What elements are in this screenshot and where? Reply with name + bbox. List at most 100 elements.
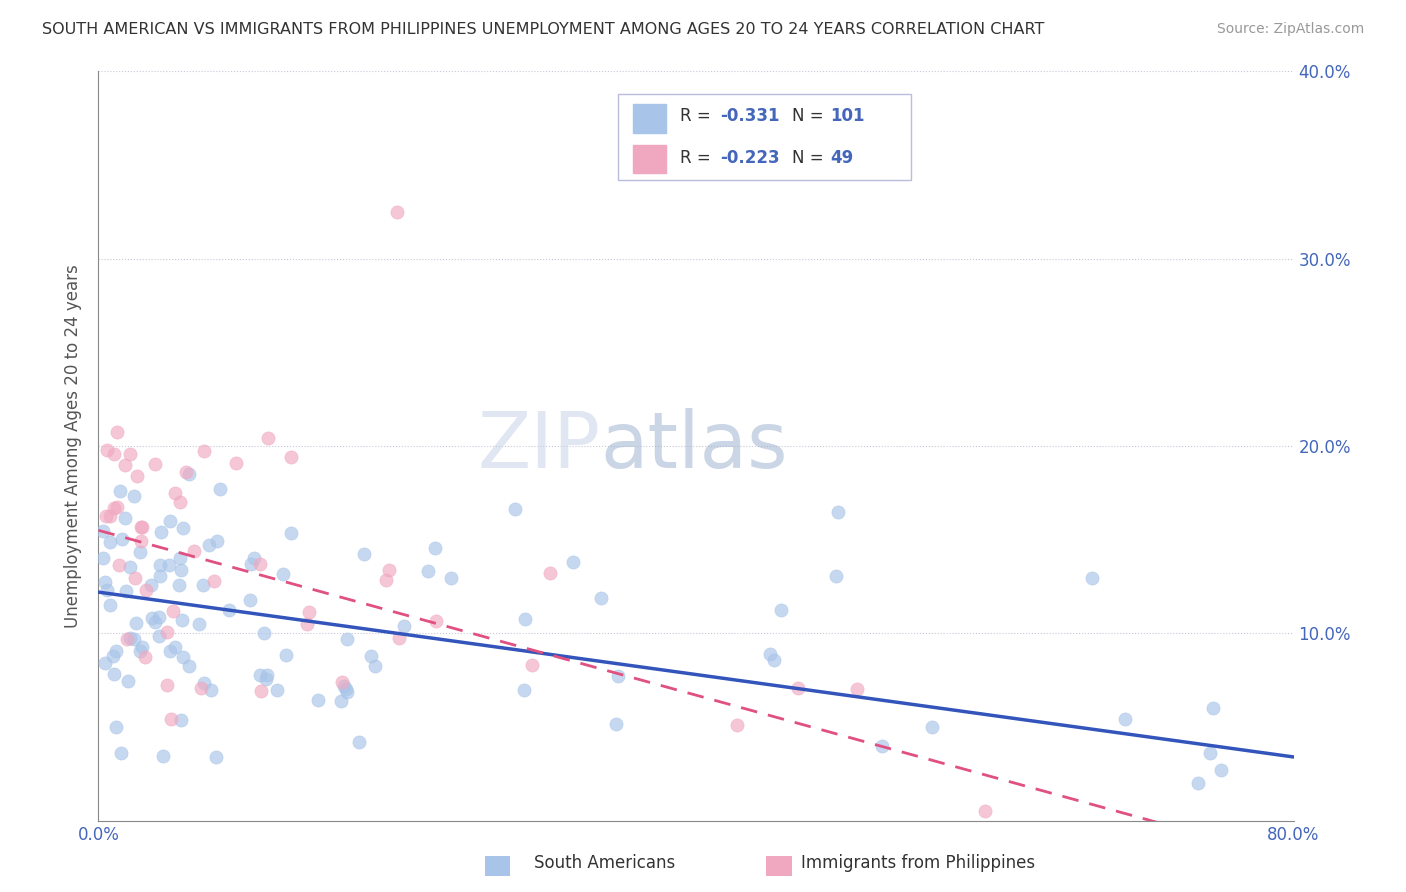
Point <box>143 615 166 629</box>
Point <box>329 693 352 707</box>
Point <box>131 520 153 534</box>
Point <box>336 632 359 647</box>
Point <box>172 521 194 535</box>
Point <box>103 666 125 681</box>
Point <box>589 591 612 605</box>
Point <box>162 604 184 618</box>
Point <box>335 682 357 697</box>
Point <box>149 569 172 583</box>
Point <box>165 485 187 500</box>
Point <box>538 566 561 580</box>
Point <box>114 458 136 473</box>
Point <box>120 631 142 645</box>
Point <box>190 681 212 696</box>
Point <box>204 750 226 764</box>
Point <box>193 675 215 690</box>
Point <box>148 610 170 624</box>
Text: Immigrants from Philippines: Immigrants from Philippines <box>801 855 1036 872</box>
Point <box>174 465 197 479</box>
Point <box>172 613 194 627</box>
Bar <box>633 104 666 133</box>
Text: ZIP: ZIP <box>478 408 600 484</box>
Text: South Americans: South Americans <box>534 855 675 872</box>
Point <box>423 541 446 556</box>
Point <box>120 447 142 461</box>
Point <box>205 533 228 548</box>
Point <box>763 653 786 667</box>
Point <box>149 525 172 540</box>
Point <box>1081 572 1104 586</box>
Text: SOUTH AMERICAN VS IMMIGRANTS FROM PHILIPPINES UNEMPLOYMENT AMONG AGES 20 TO 24 Y: SOUTH AMERICAN VS IMMIGRANTS FROM PHILIP… <box>42 22 1045 37</box>
Point <box>758 647 780 661</box>
Point <box>330 675 353 690</box>
Point <box>156 624 179 639</box>
Point <box>1211 764 1233 778</box>
Point <box>336 685 359 699</box>
Point <box>177 659 200 673</box>
Point <box>159 514 181 528</box>
Point <box>295 616 318 631</box>
Point <box>418 565 440 579</box>
Point <box>131 520 153 534</box>
Point <box>266 683 288 698</box>
Point <box>209 482 232 496</box>
Point <box>135 582 157 597</box>
Point <box>125 469 148 483</box>
Point <box>307 693 329 707</box>
Point <box>93 524 115 538</box>
Point <box>1187 776 1209 790</box>
Point <box>250 683 273 698</box>
Text: Source: ZipAtlas.com: Source: ZipAtlas.com <box>1216 22 1364 37</box>
Point <box>240 557 263 571</box>
Text: N =: N = <box>792 149 828 167</box>
Text: R =: R = <box>681 149 717 167</box>
Text: -0.331: -0.331 <box>720 107 779 125</box>
Point <box>124 632 146 647</box>
Point <box>187 616 209 631</box>
Point <box>253 625 276 640</box>
Point <box>353 548 375 562</box>
Point <box>125 616 148 631</box>
Point <box>256 431 278 445</box>
Text: N =: N = <box>792 107 828 125</box>
Point <box>94 508 117 523</box>
Point <box>249 557 271 571</box>
Point <box>98 508 121 523</box>
Text: 101: 101 <box>830 107 865 125</box>
Point <box>104 720 127 734</box>
Point <box>239 593 262 607</box>
Point <box>159 644 181 658</box>
Point <box>172 650 194 665</box>
Bar <box>633 145 666 173</box>
Point <box>280 450 302 464</box>
Point <box>360 649 382 664</box>
Y-axis label: Unemployment Among Ages 20 to 24 years: Unemployment Among Ages 20 to 24 years <box>65 264 83 628</box>
Point <box>846 682 869 697</box>
Point <box>115 584 138 599</box>
Point <box>165 640 187 655</box>
Point <box>385 205 409 219</box>
Point <box>607 668 630 682</box>
Point <box>131 640 153 654</box>
Point <box>143 458 166 472</box>
Point <box>103 447 125 461</box>
Point <box>769 603 792 617</box>
Point <box>392 619 415 633</box>
Point <box>122 489 145 503</box>
Point <box>183 543 205 558</box>
Text: -0.223: -0.223 <box>720 149 779 167</box>
Point <box>388 632 411 646</box>
Point <box>280 525 302 540</box>
Point <box>198 538 221 552</box>
Point <box>105 644 128 658</box>
Point <box>243 551 266 566</box>
Point <box>256 668 278 682</box>
Point <box>872 739 894 754</box>
Text: 49: 49 <box>830 149 853 167</box>
Point <box>167 578 190 592</box>
Point <box>149 558 172 572</box>
Point <box>169 495 191 509</box>
Point <box>141 611 163 625</box>
Point <box>562 555 585 569</box>
Point <box>1199 746 1222 760</box>
